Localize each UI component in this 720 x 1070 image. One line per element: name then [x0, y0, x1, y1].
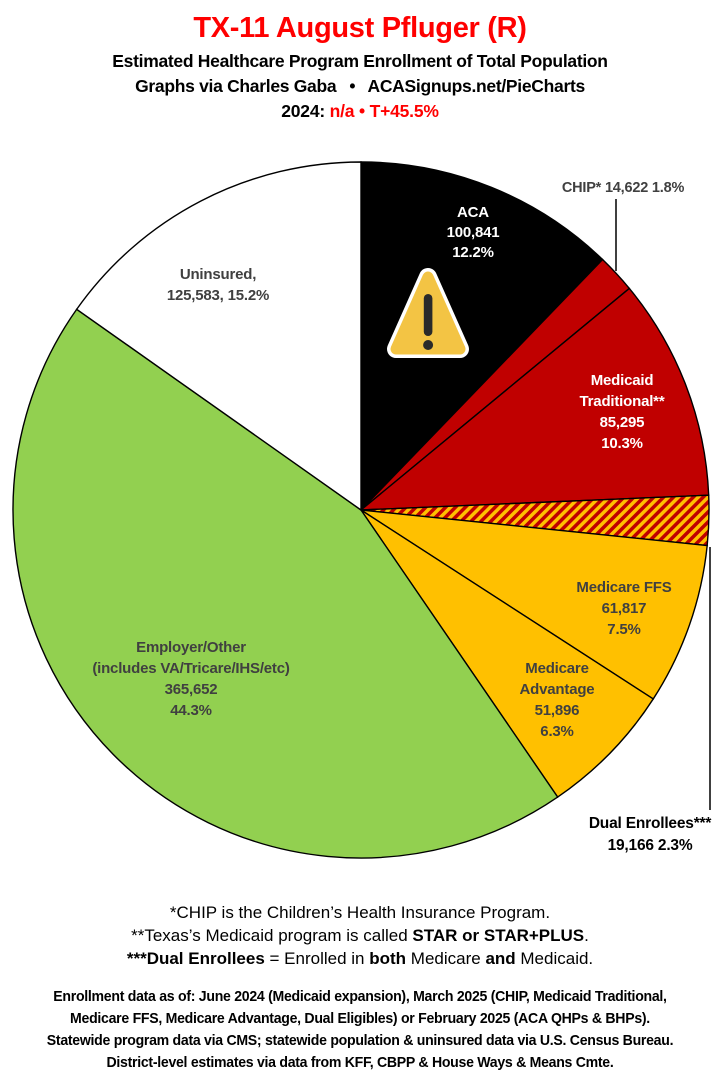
label-line: Medicare FFS — [576, 579, 672, 596]
label-line: 51,896 — [534, 702, 580, 719]
slice-label-chip: CHIP* 14,622 1.8% — [561, 180, 685, 196]
label-line: (includes VA/Tricare/IHS/etc) — [92, 660, 290, 677]
label-line: CHIP* 14,622 1.8% — [561, 180, 685, 196]
footnote-chip: *CHIP is the Children’s Health Insurance… — [0, 901, 720, 924]
pie-slices-group — [12, 161, 710, 859]
label-line: 12.2% — [452, 244, 494, 261]
slice-label-medicaid: Medicaid Traditional** 85,295 10.3% — [580, 370, 665, 454]
slice-label-uninsured: Uninsured, 125,583, 15.2% — [167, 264, 269, 306]
page-title: TX-11 August Pfluger (R) — [193, 12, 527, 44]
text-segment: and — [485, 949, 516, 968]
text-segment: **Texas’s Medicaid program is called — [131, 926, 413, 945]
text-segment: 2024: — [281, 101, 330, 121]
text-segment: STAR or STAR+PLUS — [412, 926, 585, 945]
text-segment: Medicare — [406, 949, 486, 968]
slice-label-employer-other: Employer/Other (includes VA/Tricare/IHS/e… — [92, 637, 290, 721]
text-segment: . — [584, 926, 589, 945]
pie-slice-medicare-advantage — [360, 509, 655, 799]
label-line: Medicare — [525, 660, 589, 677]
label-line: 365,652 — [164, 681, 218, 698]
text-segment: • — [354, 101, 370, 121]
footnote-dual: ***Dual Enrollees = Enrolled in both Med… — [0, 947, 720, 970]
pie-slice-employer-other — [12, 308, 559, 859]
slice-label-dual-enrollees: Dual Enrollees*** 19,166 2.3% — [588, 813, 712, 857]
text-segment: ***Dual Enrollees — [126, 949, 265, 968]
label-line: 6.3% — [540, 723, 574, 740]
credit-line: Graphs via Charles Gaba • ACASignups.net… — [135, 76, 585, 96]
label-line: 10.3% — [601, 435, 643, 452]
slice-label-medicare-ffs: Medicare FFS 61,817 7.5% — [576, 577, 671, 640]
slice-label-aca: ACA 100,841 12.2% — [447, 203, 500, 263]
text-segment: both — [369, 949, 407, 968]
text-segment: = Enrolled in — [264, 949, 370, 968]
label-line: 85,295 — [599, 414, 645, 431]
label-line: ACA — [457, 204, 489, 221]
source-block: Enrollment data as of: June 2024 (Medica… — [0, 986, 720, 1070]
pie-slice-aca — [360, 161, 604, 512]
pie-slice-medicare-ffs — [360, 509, 708, 700]
text-segment: *CHIP is the Children’s Health Insurance… — [169, 903, 551, 922]
chart-subtitle: Estimated Healthcare Program Enrollment … — [112, 51, 608, 71]
slice-label-medicare-advantage: Medicare Advantage 51,896 6.3% — [520, 658, 595, 742]
label-line: 61,817 — [601, 600, 647, 617]
text-segment: n/a — [329, 101, 355, 121]
source-line: Statewide program data via CMS; statewid… — [46, 1032, 674, 1049]
label-line: 7.5% — [607, 621, 641, 638]
source-line: Medicare FFS, Medicare Advantage, Dual E… — [70, 1010, 650, 1027]
year-trend-line: 2024: n/a • T+45.5% — [0, 101, 720, 122]
label-line: 100,841 — [446, 224, 500, 241]
label-line: Employer/Other — [136, 639, 246, 656]
pie-slice-uninsured — [75, 161, 362, 512]
text-segment: Medicaid. — [515, 949, 594, 968]
source-line: Enrollment data as of: June 2024 (Medica… — [53, 988, 667, 1005]
footnotes-block: *CHIP is the Children’s Health Insurance… — [0, 901, 720, 970]
text-segment: T+45.5% — [369, 101, 439, 121]
label-line: 44.3% — [170, 702, 212, 719]
label-line: 125,583, 15.2% — [166, 287, 270, 304]
label-line: Dual Enrollees*** — [588, 815, 712, 832]
pie-slice-medicaid-traditional — [358, 287, 710, 511]
source-line: District-level estimates via data from K… — [106, 1054, 614, 1070]
label-line: Advantage — [519, 681, 595, 698]
label-line: Traditional** — [579, 393, 665, 410]
label-line: Medicaid — [590, 372, 654, 389]
warning-icon — [387, 268, 469, 358]
label-line: Uninsured, — [179, 266, 257, 283]
footnote-medicaid: **Texas’s Medicaid program is called STA… — [0, 924, 720, 947]
label-line: 19,166 2.3% — [607, 837, 693, 854]
